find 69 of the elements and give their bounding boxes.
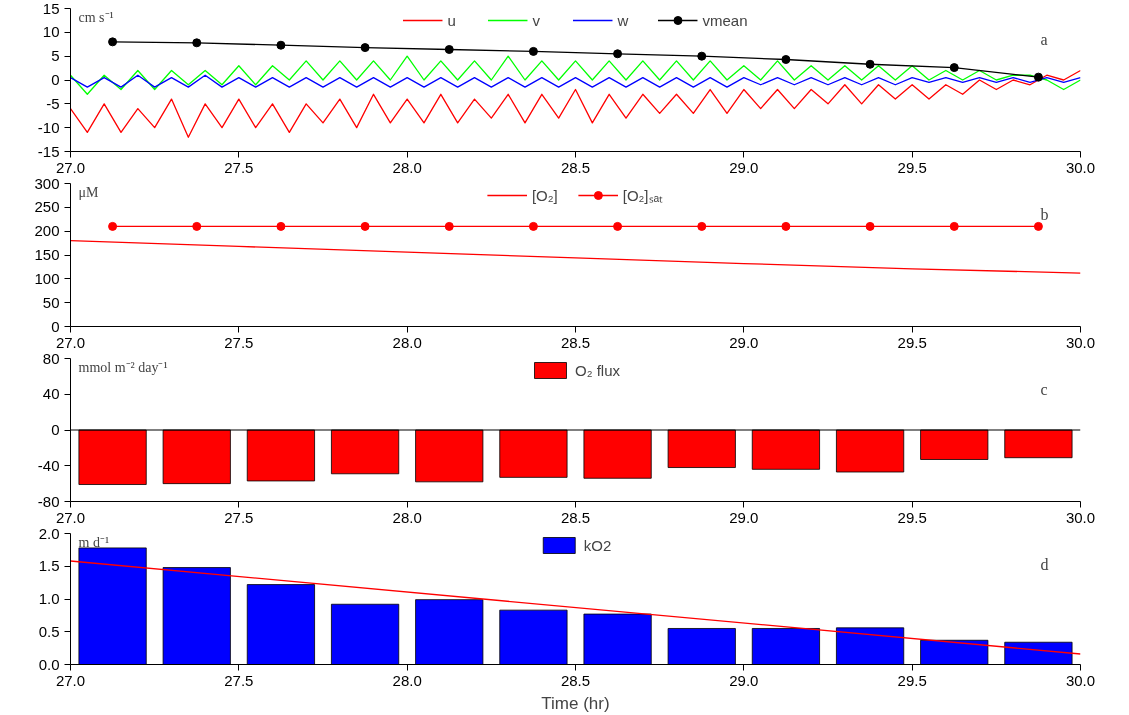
y-tick-label: 50 bbox=[42, 293, 60, 311]
y-tick-label: 0 bbox=[51, 317, 60, 335]
y-tick-label: 0 bbox=[51, 71, 60, 88]
y-tick-label: 0 bbox=[51, 421, 60, 438]
y-tick-label: -80 bbox=[37, 492, 60, 510]
x-tick-label: 29.0 bbox=[729, 333, 759, 351]
legend-label: vmean bbox=[702, 11, 748, 29]
y-tick-label: 10 bbox=[42, 23, 60, 41]
y-tick-label: 15 bbox=[42, 0, 60, 17]
x-tick-label: 30.0 bbox=[1065, 508, 1096, 526]
y-tick-label: -40 bbox=[37, 456, 60, 474]
x-tick-label: 28.5 bbox=[560, 671, 591, 689]
y-tick-label: 40 bbox=[42, 385, 60, 403]
y-tick-label: 1.5 bbox=[38, 557, 60, 575]
legend-label: v bbox=[532, 11, 541, 29]
y-tick-label: 0.0 bbox=[38, 655, 60, 673]
y-tick-label: 300 bbox=[34, 174, 60, 192]
x-tick-label: 27.5 bbox=[224, 158, 254, 176]
y-tick-label: 150 bbox=[34, 246, 60, 263]
x-tick-label: 27.0 bbox=[55, 158, 86, 176]
x-tick-label: 27.5 bbox=[224, 671, 254, 689]
x-tick-label: 29.5 bbox=[897, 158, 927, 176]
x-tick-label: 28.0 bbox=[392, 508, 422, 526]
y-tick-label: 100 bbox=[34, 269, 60, 287]
y-tick-label: -5 bbox=[46, 94, 60, 112]
x-tick-label: 30.0 bbox=[1065, 671, 1096, 689]
x-tick-label: 28.0 bbox=[392, 671, 422, 689]
x-tick-label: 27.5 bbox=[224, 333, 254, 351]
y-tick-label: 80 bbox=[42, 349, 60, 367]
legend-label: [O₂]ₛₐₜ bbox=[622, 186, 664, 205]
x-tick-label: 29.5 bbox=[897, 508, 927, 526]
x-tick-label: 28.0 bbox=[392, 158, 422, 176]
y-tick-label: 2.0 bbox=[38, 524, 60, 542]
legend-label: [O₂] bbox=[531, 186, 558, 204]
annotation: c bbox=[1040, 380, 1048, 398]
annotation: a bbox=[1040, 30, 1048, 48]
x-tick-label: 29.0 bbox=[729, 158, 759, 176]
y-tick-label: 250 bbox=[34, 198, 60, 216]
annotation: d bbox=[1040, 555, 1049, 573]
x-tick-label: 30.0 bbox=[1065, 333, 1096, 351]
x-tick-label: 27.0 bbox=[55, 508, 86, 526]
x-tick-label: 29.0 bbox=[729, 671, 759, 689]
y-tick-label: 5 bbox=[51, 47, 60, 65]
y-tick-label: 1.0 bbox=[38, 590, 60, 607]
x-tick-label: 27.0 bbox=[55, 671, 86, 689]
y-tick-label: 0.5 bbox=[38, 622, 60, 640]
annotation: b bbox=[1040, 205, 1049, 223]
legend-label: O₂ flux bbox=[575, 361, 620, 379]
y-axis-title: cm s⁻¹ bbox=[78, 9, 114, 25]
legend-label: w bbox=[617, 11, 630, 29]
x-tick-label: 27.0 bbox=[55, 333, 86, 351]
x-tick-label: 28.0 bbox=[392, 333, 422, 351]
legend-label: u bbox=[447, 11, 457, 29]
x-tick-label: 28.5 bbox=[560, 508, 591, 526]
x-tick-label: 28.5 bbox=[560, 333, 591, 351]
y-axis-title: m d⁻¹ bbox=[78, 534, 110, 550]
x-tick-label: 29.0 bbox=[729, 508, 759, 526]
x-tick-label: 29.5 bbox=[897, 671, 927, 689]
x-tick-label: 30.0 bbox=[1065, 158, 1096, 176]
x-axis-title: Time (hr) bbox=[541, 693, 610, 713]
legend-label: kO2 bbox=[583, 536, 612, 554]
y-tick-label: -10 bbox=[37, 118, 60, 136]
x-tick-label: 29.5 bbox=[897, 333, 927, 351]
y-axis-title: μM bbox=[78, 184, 100, 200]
x-tick-label: 28.5 bbox=[560, 158, 591, 176]
y-axis-title: mmol m⁻² day⁻¹ bbox=[78, 359, 168, 375]
y-tick-label: 200 bbox=[34, 222, 60, 240]
x-tick-label: 27.5 bbox=[224, 508, 254, 526]
y-tick-label: -15 bbox=[37, 142, 60, 160]
